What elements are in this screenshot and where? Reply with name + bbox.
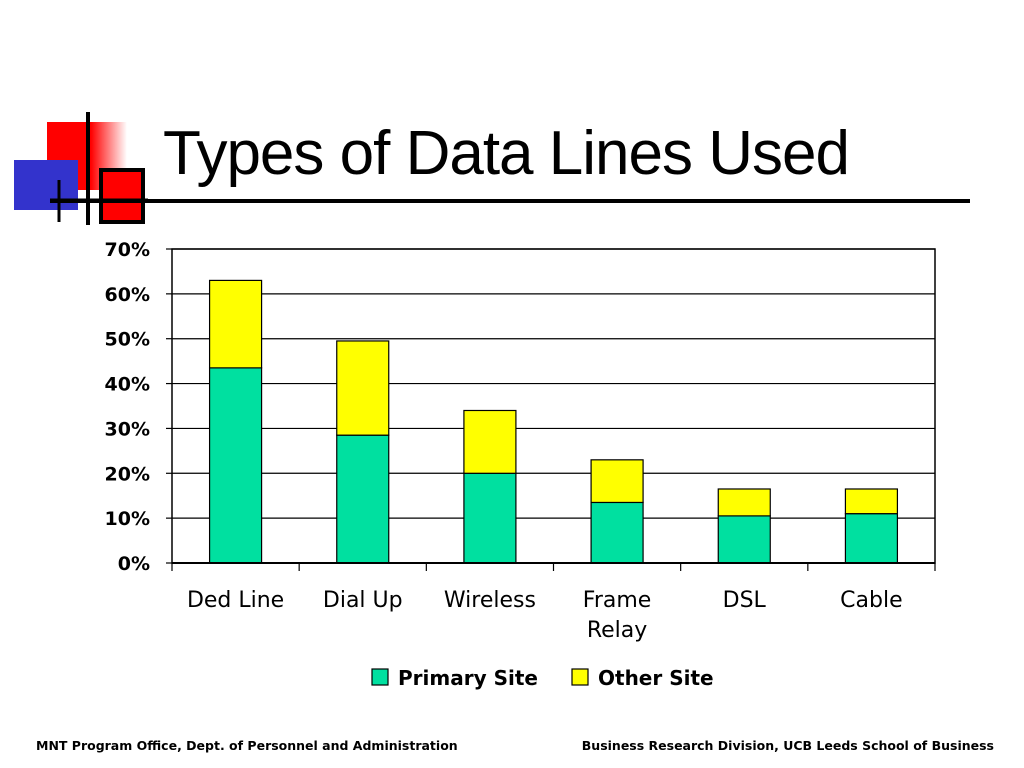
bar-primary-site [590, 501, 644, 564]
y-tick-label: 50% [105, 329, 150, 351]
x-tick-label: Wireless [444, 588, 536, 613]
title-underline [50, 199, 970, 203]
gridlines [172, 248, 935, 564]
y-tick-label: 20% [105, 463, 150, 485]
bars [208, 279, 899, 564]
legend-label: Primary Site [398, 666, 538, 690]
bar-other-site [208, 279, 263, 369]
bar-primary-site [463, 472, 517, 564]
bar-primary-site [208, 367, 263, 564]
legend-swatch [571, 668, 589, 686]
legend-label: Other Site [598, 666, 714, 690]
bar-other-site [717, 488, 771, 517]
bar-other-site [336, 340, 390, 436]
bar-other-site [844, 488, 899, 515]
y-tick-label: 30% [105, 418, 150, 440]
y-tick-label: 10% [105, 508, 150, 530]
x-tick-label: Ded Line [187, 588, 284, 613]
bar-primary-site [844, 513, 899, 564]
x-tick-label: DSL [723, 588, 767, 613]
slide-title: Types of Data Lines Used [163, 119, 850, 188]
y-axis-ticks: 0% 10% 20% 30% 40% 50% 60% 70% [105, 239, 172, 575]
x-axis-ticks: Ded Line Dial Up Wireless Frame Relay DSL Cabl… [171, 562, 936, 643]
legend-swatch [371, 668, 389, 686]
bar-primary-site [336, 434, 390, 564]
plot-area [171, 248, 936, 564]
y-tick-label: 60% [105, 284, 150, 306]
x-tick-label: Cable [840, 588, 902, 613]
bar-other-site [463, 409, 517, 474]
y-tick-label: 70% [105, 239, 150, 261]
footer-left: MNT Program Office, Dept. of Personnel a… [36, 738, 458, 753]
logo-red-small-square [99, 168, 145, 224]
legend: Primary Site Other Site [371, 666, 714, 690]
bar-primary-site [717, 515, 771, 564]
y-tick-label: 0% [118, 553, 150, 575]
bar-other-site [590, 459, 644, 504]
y-tick-label: 40% [105, 374, 150, 396]
footer-right: Business Research Division, UCB Leeds Sc… [581, 738, 994, 753]
x-tick-label: Dial Up [323, 588, 403, 613]
x-tick-label: Frame Relay [583, 588, 652, 643]
